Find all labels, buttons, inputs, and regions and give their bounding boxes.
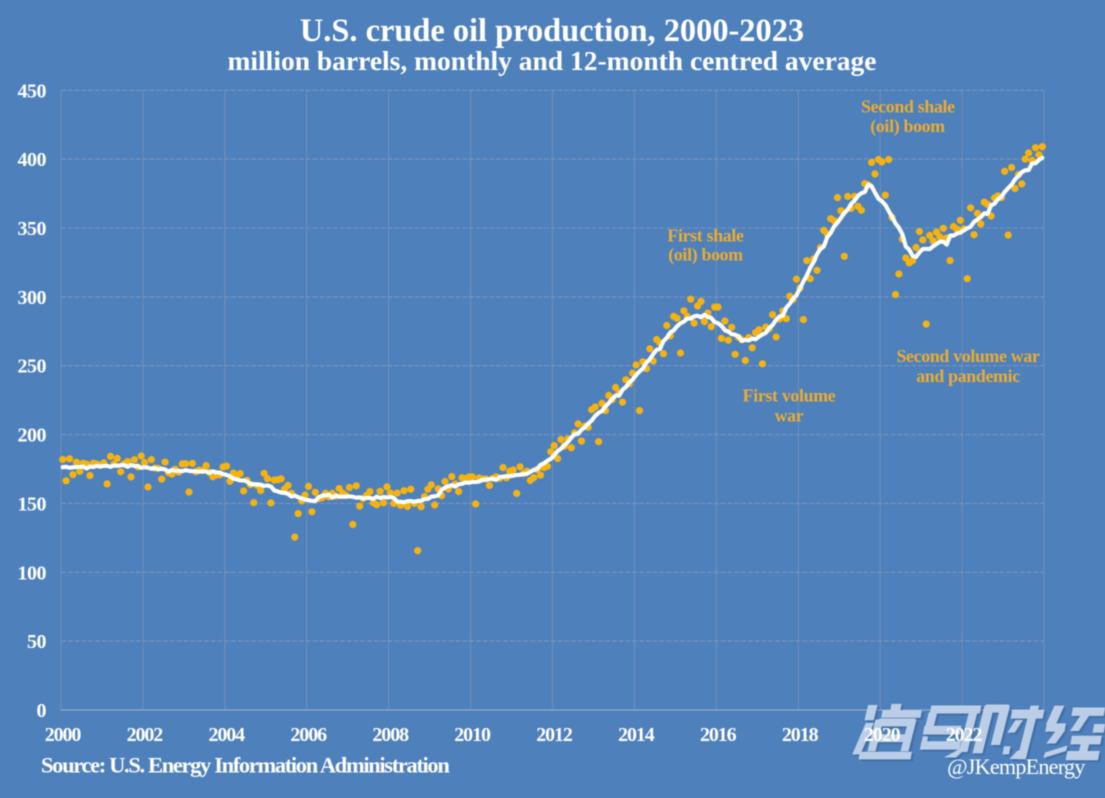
svg-text:100: 100 <box>18 562 47 584</box>
svg-text:2020: 2020 <box>864 724 901 746</box>
svg-text:First volume: First volume <box>743 386 836 406</box>
svg-text:2022: 2022 <box>946 724 983 746</box>
svg-text:200: 200 <box>18 425 47 447</box>
svg-text:2014: 2014 <box>618 724 655 746</box>
svg-text:2010: 2010 <box>454 724 491 746</box>
svg-text:2006: 2006 <box>290 724 327 746</box>
svg-text:(oil) boom: (oil) boom <box>668 244 743 265</box>
svg-text:2002: 2002 <box>127 724 164 746</box>
svg-text:Second shale: Second shale <box>861 96 955 116</box>
svg-text:war: war <box>775 405 804 425</box>
svg-text:150: 150 <box>18 493 47 515</box>
svg-text:U.S. crude oil production, 200: U.S. crude oil production, 2000-2023 <box>300 13 804 49</box>
svg-text:300: 300 <box>18 287 47 309</box>
svg-text:400: 400 <box>18 149 47 171</box>
svg-text:million barrels, monthly and 1: million barrels, monthly and 12-month ce… <box>227 45 876 76</box>
svg-text:@JKempEnergy: @JKempEnergy <box>947 754 1085 779</box>
svg-text:0: 0 <box>37 700 47 722</box>
svg-text:50: 50 <box>27 631 47 653</box>
svg-text:450: 450 <box>18 80 47 102</box>
svg-text:(oil) boom: (oil) boom <box>870 116 945 137</box>
svg-text:2012: 2012 <box>536 724 573 746</box>
svg-text:250: 250 <box>18 356 47 378</box>
svg-text:2016: 2016 <box>700 724 737 746</box>
svg-text:2018: 2018 <box>782 724 819 746</box>
svg-text:Second volume war: Second volume war <box>896 346 1039 366</box>
svg-text:2000: 2000 <box>45 724 82 746</box>
svg-text:Source: U.S. Energy Informatio: Source: U.S. Energy Information Administ… <box>41 753 450 778</box>
svg-text:First shale: First shale <box>667 226 744 246</box>
svg-text:2008: 2008 <box>372 724 409 746</box>
svg-text:2004: 2004 <box>208 724 245 746</box>
svg-text:350: 350 <box>18 218 47 240</box>
svg-text:and pandemic: and pandemic <box>916 366 1020 386</box>
